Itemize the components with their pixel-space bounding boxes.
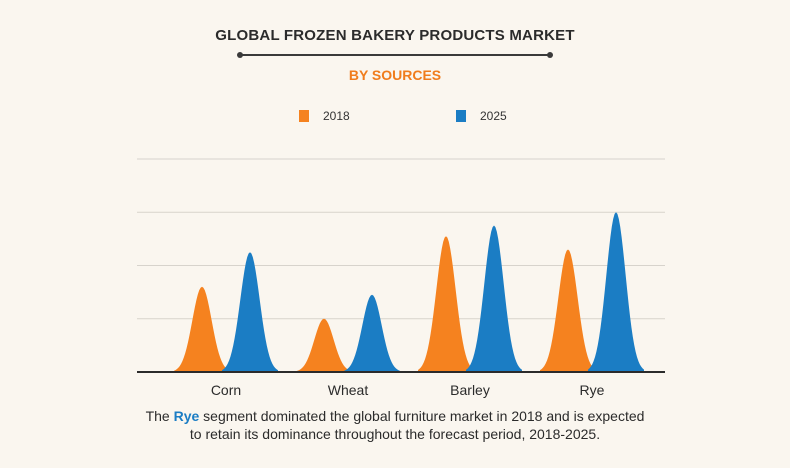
caption-line2: to retain its dominance throughout the f… [189,426,601,442]
chart-caption: The Rye segment dominated the global fur… [0,407,790,443]
category-label: Barley [450,382,490,398]
legend-item-2025: 2025 [456,109,507,123]
caption-line1-rest: segment dominated the global furniture m… [199,408,645,424]
category-label: Wheat [328,382,369,398]
caption-highlight: Rye [173,408,200,424]
peak-2025-rye [588,212,644,372]
legend-swatch-2018 [299,110,309,122]
legend-item-2018: 2018 [299,109,350,123]
legend-label-2018: 2018 [323,109,350,123]
peak-2018-rye [540,249,596,372]
legend-label-2025: 2025 [480,109,507,123]
peak-2018-wheat [296,318,352,372]
divider-dot-left [237,52,243,58]
legend-swatch-2025 [456,110,466,122]
category-label: Corn [211,382,241,398]
chart-title: GLOBAL FROZEN BAKERY PRODUCTS MARKET [215,27,575,44]
category-label: Rye [580,382,605,398]
caption-prefix: The [145,408,174,424]
peak-chart: Corn Wheat Barley Rye [137,158,665,398]
peak-2025-barley [466,225,522,372]
peak-2025-wheat [344,294,400,372]
peak-2018-corn [174,286,230,372]
divider-dot-right [547,52,553,58]
chart-subtitle: BY SOURCES [348,67,442,83]
peak-2018-barley [418,236,474,372]
title-divider [237,52,553,58]
peak-2025-corn [222,252,278,372]
